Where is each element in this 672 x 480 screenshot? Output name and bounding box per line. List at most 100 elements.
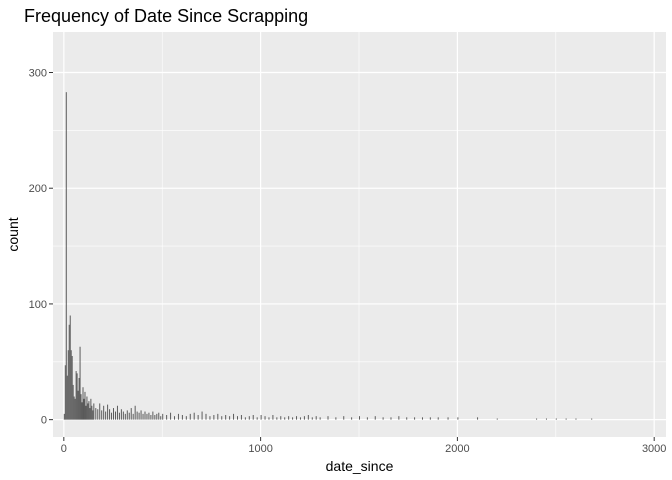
histogram-bar xyxy=(78,377,80,420)
histogram-bar xyxy=(193,412,195,420)
histogram-bar xyxy=(299,417,301,420)
histogram-bar xyxy=(256,417,258,420)
histogram-bar xyxy=(185,416,187,420)
histogram-bar xyxy=(103,405,105,420)
histogram-bar xyxy=(80,394,82,420)
histogram-bar xyxy=(72,384,74,420)
histogram-bar xyxy=(91,405,93,420)
histogram-bar xyxy=(82,387,84,420)
minor-gridlines xyxy=(53,32,666,437)
histogram-bar xyxy=(421,417,423,420)
histogram-bar xyxy=(351,417,353,420)
histogram-bar xyxy=(148,412,150,420)
histogram-bar xyxy=(406,417,408,420)
histogram-bar xyxy=(319,417,321,420)
histogram-bar xyxy=(575,418,577,420)
histogram-bar xyxy=(71,356,73,420)
histogram-bar xyxy=(359,416,360,420)
histogram-bar xyxy=(280,416,282,420)
histogram-bar xyxy=(92,410,94,420)
histogram-bar xyxy=(303,416,305,420)
histogram-bar xyxy=(248,416,250,420)
histogram-bar xyxy=(105,411,107,420)
histogram-bar xyxy=(138,412,140,420)
histogram-bar xyxy=(111,412,113,420)
histogram-bar xyxy=(166,415,168,420)
x-tick-label: 0 xyxy=(61,443,67,455)
histogram-bar xyxy=(170,412,172,420)
histogram-bar xyxy=(260,415,262,420)
histogram-bar xyxy=(437,417,439,420)
histogram-bar xyxy=(118,412,120,420)
histogram-bar xyxy=(66,375,68,420)
histogram-bar xyxy=(158,412,160,420)
histogram-bar xyxy=(86,396,88,420)
x-axis: 0 1000 2000 3000 xyxy=(61,437,666,455)
histogram-bar xyxy=(366,417,368,420)
x-tick-label: 1000 xyxy=(248,443,272,455)
histogram-bar xyxy=(113,408,114,420)
y-tick-label: 0 xyxy=(41,415,47,427)
histogram-bar xyxy=(292,417,294,420)
histogram-bars xyxy=(63,92,593,420)
histogram-bar xyxy=(181,415,183,420)
histogram-bar xyxy=(240,415,242,420)
histogram-bar xyxy=(217,413,219,420)
histogram-bar xyxy=(69,315,71,420)
histogram-bar xyxy=(591,418,593,420)
histogram-bar xyxy=(264,416,266,420)
histogram-bar xyxy=(237,416,238,420)
histogram-bar xyxy=(429,417,431,420)
histogram-bar xyxy=(114,411,116,420)
histogram-bar xyxy=(447,417,449,420)
histogram-bar xyxy=(88,401,90,420)
histogram-bar xyxy=(63,413,65,420)
histogram-bar xyxy=(156,413,158,420)
histogram-bar xyxy=(77,390,79,420)
histogram-bar xyxy=(201,411,203,420)
histogram-bar xyxy=(343,416,345,420)
histogram-bar xyxy=(154,415,156,420)
x-axis-title: date_since xyxy=(326,458,394,474)
x-tick-label: 3000 xyxy=(642,443,666,455)
histogram-bar xyxy=(536,418,538,420)
histogram-bar xyxy=(565,418,567,420)
histogram-bar xyxy=(284,417,286,420)
histogram-bar xyxy=(107,404,109,420)
chart-title: Frequency of Date Since Scrapping xyxy=(24,6,308,26)
histogram-bar xyxy=(315,416,317,420)
histogram-bar xyxy=(152,411,154,420)
histogram-bar xyxy=(555,418,557,420)
histogram-bar xyxy=(73,396,75,420)
histogram-bar xyxy=(252,415,254,420)
histogram-bar xyxy=(225,415,227,420)
y-tick-label: 300 xyxy=(29,68,47,80)
histogram-bar xyxy=(140,410,142,420)
histogram-bar xyxy=(74,398,76,420)
histogram-bar xyxy=(374,416,376,420)
histogram-bar xyxy=(126,410,128,420)
histogram-bar xyxy=(67,350,69,420)
histogram-bar xyxy=(335,417,337,420)
histogram-bar xyxy=(142,413,144,420)
histogram-bar xyxy=(97,409,99,420)
histogram-bar xyxy=(76,373,78,420)
histogram-bar xyxy=(146,413,148,420)
histogram-bar xyxy=(70,350,72,420)
histogram-bar xyxy=(496,418,498,420)
histogram-bar xyxy=(545,418,547,420)
histogram-bar xyxy=(150,415,152,420)
histogram-bar xyxy=(75,371,77,420)
histogram-bar xyxy=(205,413,207,420)
histogram-bar xyxy=(83,398,85,420)
histogram-bar xyxy=(288,416,290,420)
histogram-bar xyxy=(84,391,86,420)
y-tick-label: 100 xyxy=(29,299,47,311)
histogram-bar xyxy=(120,409,122,420)
histogram-bar xyxy=(136,411,138,420)
histogram-bar xyxy=(122,411,124,420)
y-axis: 0 100 200 300 xyxy=(29,68,53,427)
histogram-bar xyxy=(68,324,70,420)
histogram-bar xyxy=(398,416,400,420)
